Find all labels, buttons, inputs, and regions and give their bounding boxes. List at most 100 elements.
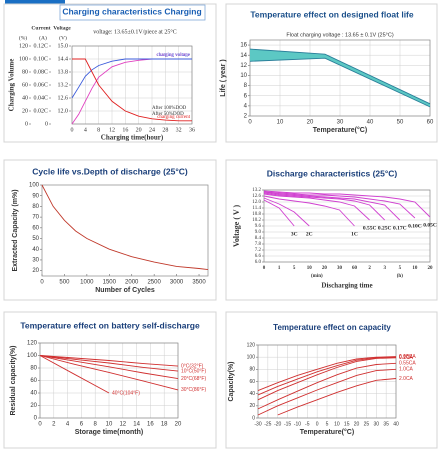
y-tick-label: 100 (27, 353, 38, 359)
series-label: 2.0CA (399, 376, 414, 382)
series-label: 3C (291, 231, 298, 237)
header-tab (5, 0, 65, 4)
series-line (263, 190, 431, 218)
y3-axis-title: Voltage (53, 25, 71, 31)
y-axis-title: Charging Volume (8, 59, 16, 112)
x-unit: (min) (311, 274, 323, 279)
y-tick-label: 20 (22, 108, 28, 114)
y-tick-label: 9.6 (255, 224, 262, 229)
x-tick-label: -15 (284, 421, 291, 427)
x-tick-label: 1500 (103, 280, 117, 286)
x-tick-label: 32 (176, 127, 182, 133)
y-tick-label: 70 (32, 215, 39, 221)
x-tick-label: 3 (383, 266, 386, 271)
plot-frame (249, 39, 431, 117)
x-tick-label: 2 (368, 266, 371, 271)
series-line (257, 357, 397, 401)
x-tick-label: 500 (59, 280, 70, 286)
chart-title: Temperature effect on battery self-disch… (20, 320, 200, 330)
y-tick-label: 0.12C (33, 43, 48, 49)
x-axis-title: Number of Cycles (95, 287, 155, 294)
x-tick-label: 20 (354, 421, 360, 427)
annotation: After 50%DOD (152, 112, 184, 117)
series-line (39, 355, 179, 391)
series-line (39, 355, 179, 367)
x-tick-label: 10 (106, 422, 113, 428)
series-label: 10°C(50°F) (181, 368, 206, 374)
series-line (277, 378, 397, 416)
x-tick-label: 2000 (125, 280, 139, 286)
plot-frame (257, 344, 397, 419)
series-label: 0.55C (363, 225, 377, 231)
chart-title: Temperature effect on capacity (273, 323, 391, 332)
x-tick-label: 0 (316, 421, 319, 427)
y-tick-label: 80 (32, 204, 39, 210)
y-axis-title: Life ( year ) (220, 59, 227, 96)
x-tick-label: 30 (374, 421, 380, 427)
series-label: 0.25C (378, 225, 392, 231)
x-tick-label: 24 (149, 127, 155, 133)
x-tick-label: 60 (352, 266, 358, 271)
axis-unit: (A) (39, 34, 47, 41)
y-tick-label: 100 (247, 354, 256, 360)
series-line (263, 193, 370, 221)
y-tick-label: 0 (25, 121, 28, 127)
x-tick-label: 10 (412, 266, 418, 271)
y-tick-label: 40 (32, 247, 39, 253)
x-tick-label: 5 (399, 266, 402, 271)
y-tick-label: 80 (22, 69, 28, 75)
x-tick-label: 12 (109, 127, 115, 133)
series-line (39, 355, 110, 394)
x-tick-label: 36 (189, 127, 195, 133)
chart-title: Temperature effect on designed float lif… (250, 9, 414, 19)
x-tick-label: 60 (427, 120, 434, 126)
subtitle: voltage: 13.65±0.1V/piece at 25°C (93, 28, 177, 35)
series-line (257, 362, 397, 410)
y-tick-label: 14 (240, 53, 247, 59)
y-tick-label: 10.2 (252, 218, 261, 223)
y-tick-label: 100 (19, 56, 28, 62)
x-tick-label: -10 (294, 421, 301, 427)
series-label: charging volume (156, 53, 190, 58)
series-line (263, 192, 386, 221)
x-tick-label: 20 (428, 266, 434, 271)
y-tick-label: 120 (27, 341, 38, 347)
series-line (257, 368, 397, 416)
x-tick-label: 30 (337, 120, 344, 126)
x-tick-label: 0 (40, 280, 44, 286)
series-line (39, 355, 179, 380)
panel (3, 311, 217, 449)
x-tick-label: 12 (119, 422, 126, 428)
plot-frame (263, 189, 431, 263)
panel (225, 159, 438, 301)
y-tick-label: 8 (244, 83, 248, 89)
x-tick-label: 0 (71, 127, 74, 133)
x-tick-label: 3000 (170, 280, 184, 286)
y-tick-label: 0.08C (33, 69, 48, 75)
y-tick-label: 2 (244, 114, 248, 120)
y-tick-label: 12 (240, 63, 247, 69)
panel (3, 3, 217, 143)
x-tick-label: 40 (393, 421, 399, 427)
series-label: 30°C(86°F) (181, 387, 206, 393)
y-tick-label: 6.0 (255, 260, 262, 265)
series-line (72, 58, 192, 122)
y-tick-label: 6.6 (255, 254, 262, 259)
y-tick-label: 9.0 (255, 230, 262, 235)
y-tick-label: 40 (30, 391, 37, 397)
x-tick-label: 1000 (80, 280, 94, 286)
y-tick-label: 0 (45, 121, 48, 127)
x-tick-label: 20 (175, 422, 182, 428)
x-tick-label: 0 (38, 422, 42, 428)
series-label: 40°C(104°F) (112, 390, 140, 396)
x-tick-label: 30 (337, 266, 343, 271)
y-tick-label: 120 (247, 342, 256, 348)
x-tick-label: 0 (263, 266, 266, 271)
x-tick-label: 15 (344, 421, 350, 427)
y-tick-label: 4 (244, 103, 248, 109)
x-tick-label: 20 (307, 120, 314, 126)
y2-axis-title: Current (31, 25, 50, 31)
series-label: charging voltage (157, 53, 191, 58)
x-tick-label: 35 (383, 421, 389, 427)
y-tick-label: 15.0 (58, 43, 69, 49)
